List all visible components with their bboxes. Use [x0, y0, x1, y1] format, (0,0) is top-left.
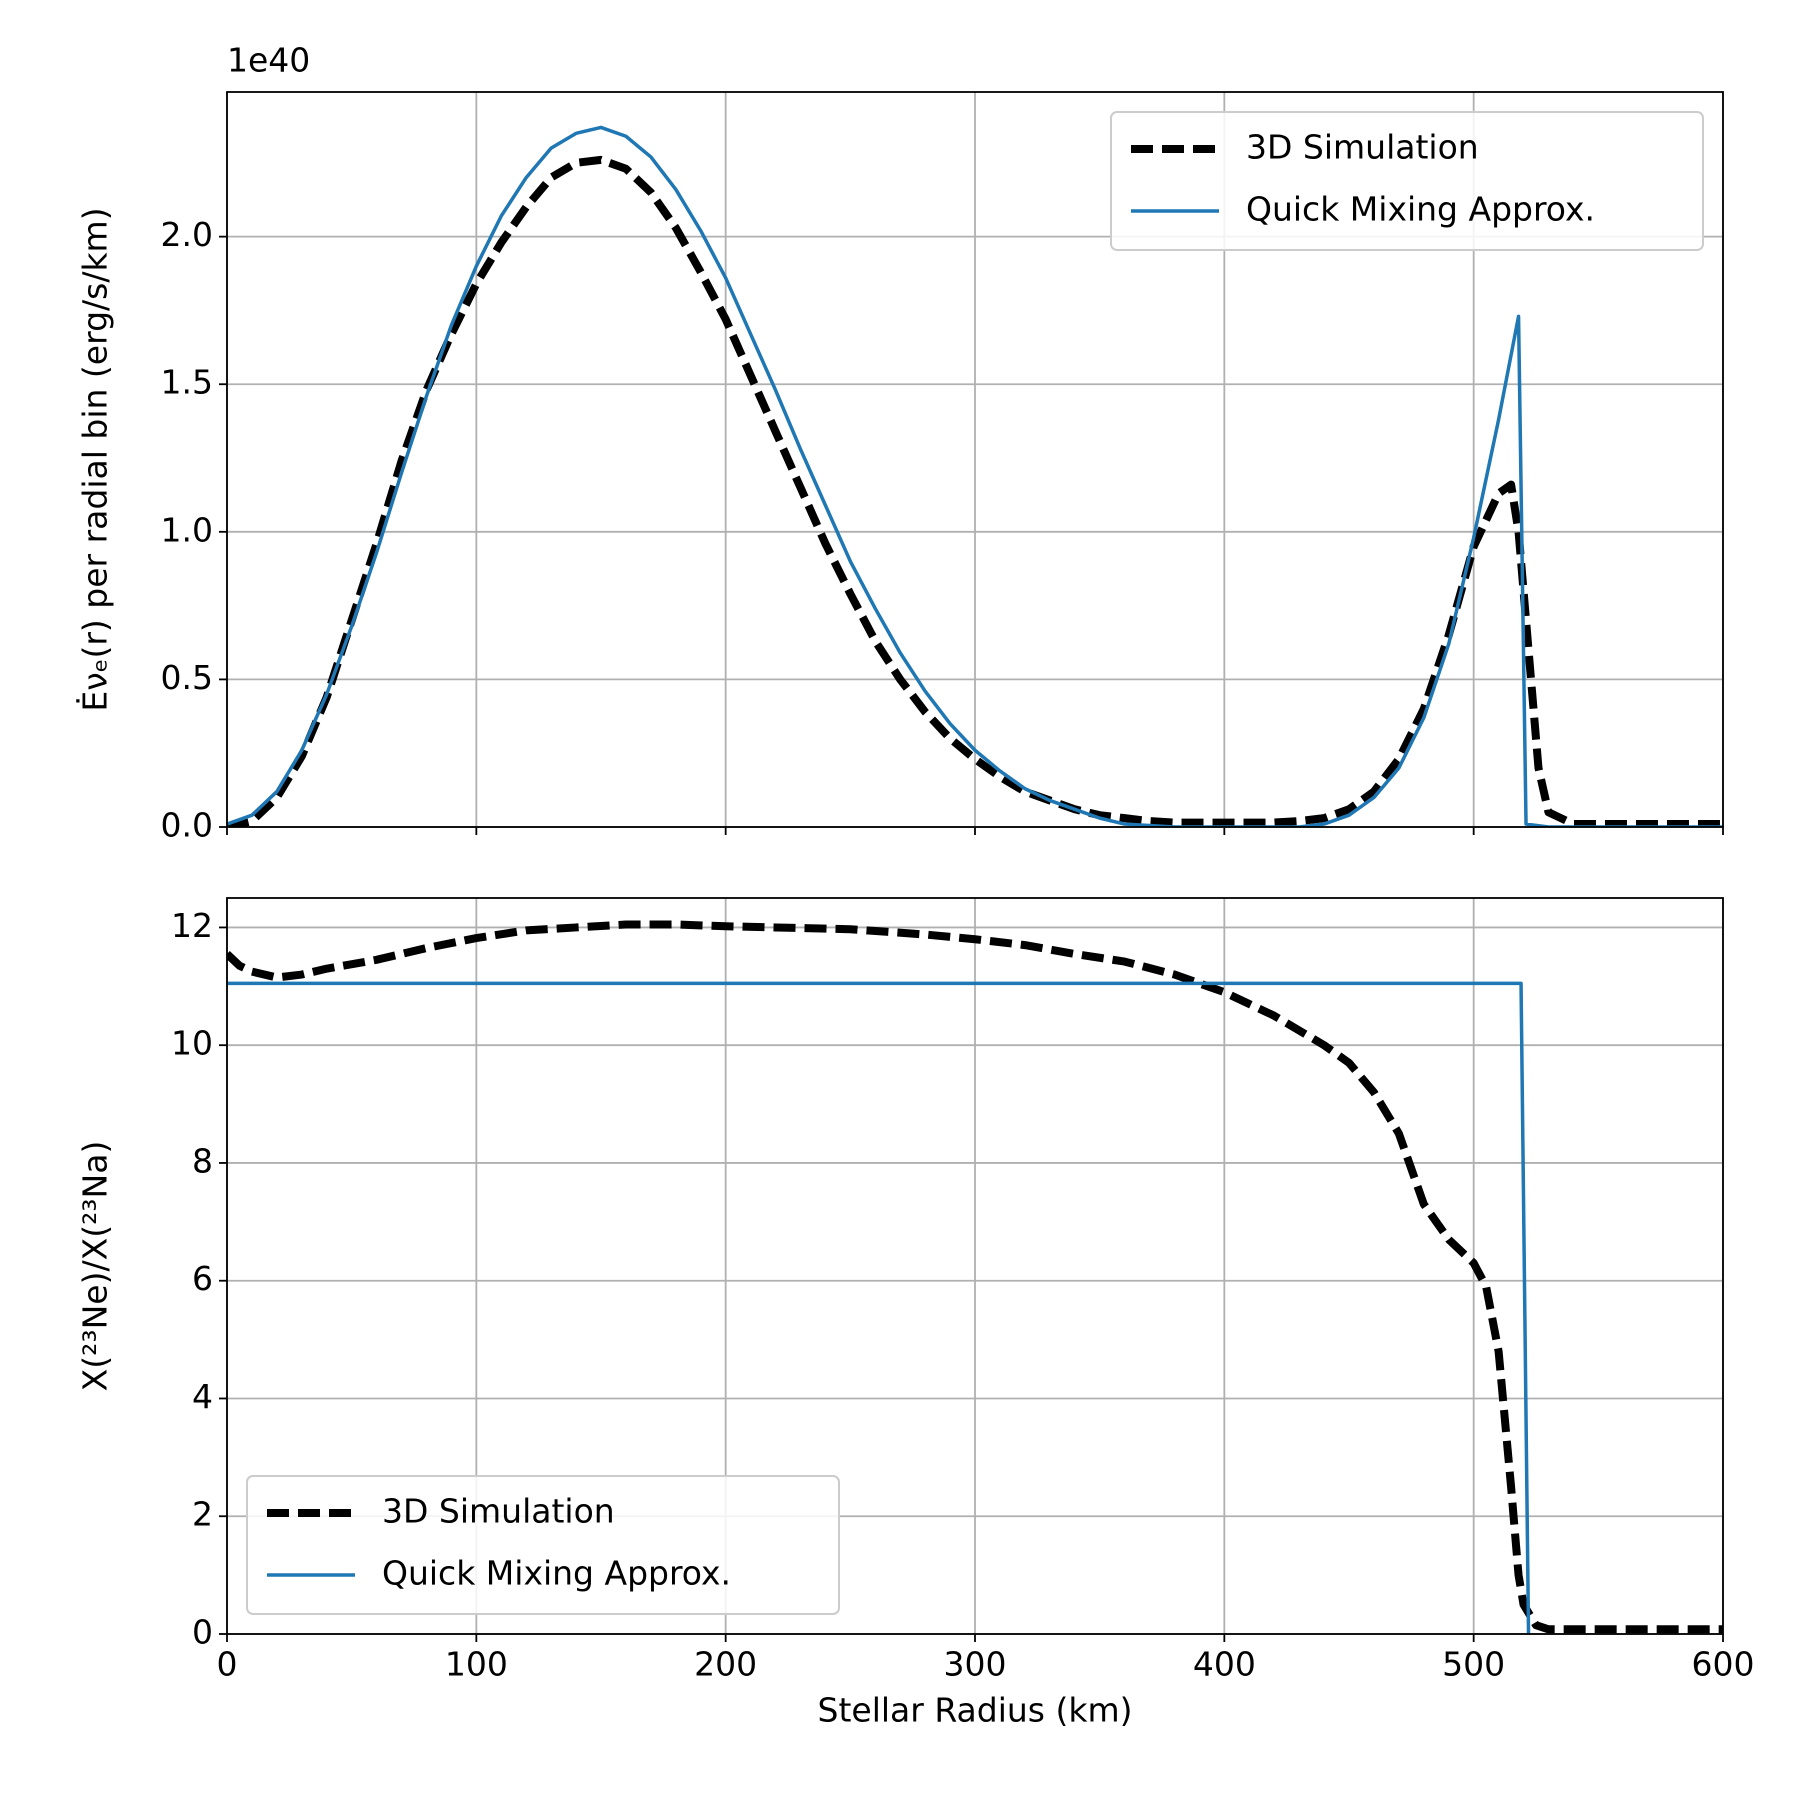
y-tick-label: 0.5: [161, 658, 213, 697]
x-tick-label: 200: [694, 1645, 757, 1684]
legend-box: [246, 1475, 840, 1615]
y-tick-label: 8: [192, 1141, 213, 1180]
y-tick-label: 4: [192, 1377, 213, 1416]
y-tick-label: 10: [171, 1024, 213, 1063]
y-tick-label: 12: [171, 906, 213, 945]
y-tick-label: 6: [192, 1259, 213, 1298]
axes-frame: [226, 897, 1724, 1635]
x-tick-label: 0: [217, 1645, 238, 1684]
x-tick-label: 300: [944, 1645, 1007, 1684]
legend-box: [1110, 111, 1704, 251]
series-line: [227, 981, 1531, 1634]
y-tick-label: 0.0: [161, 806, 213, 845]
legend-label: 3D Simulation: [382, 1492, 615, 1531]
y-axis-label: X(²³Ne)/X(²³Na): [76, 1141, 115, 1392]
legend-label: Quick Mixing Approx.: [1246, 190, 1595, 229]
x-tick-label: 600: [1692, 1645, 1755, 1684]
y-tick-label: 2.0: [161, 215, 213, 254]
axes-frame: [226, 91, 1724, 828]
legend-label: Quick Mixing Approx.: [382, 1554, 731, 1593]
x-axis-label: Stellar Radius (km): [818, 1691, 1133, 1730]
y-tick-label: 2: [192, 1495, 213, 1534]
y-tick-label: 0: [192, 1613, 213, 1652]
x-tick-label: 400: [1193, 1645, 1256, 1684]
y-tick-label: 1.0: [161, 510, 213, 549]
y-axis-label: Ėνₑ(r) per radial bin (erg/s/km): [76, 207, 115, 711]
series-line: [227, 125, 1723, 827]
series-line: [227, 920, 1723, 1634]
x-tick-label: 500: [1442, 1645, 1505, 1684]
y-tick-label: 1.5: [161, 363, 213, 402]
legend-label: 3D Simulation: [1246, 128, 1479, 167]
x-tick-label: 100: [445, 1645, 508, 1684]
y-offset-label: 1e40: [227, 41, 310, 80]
